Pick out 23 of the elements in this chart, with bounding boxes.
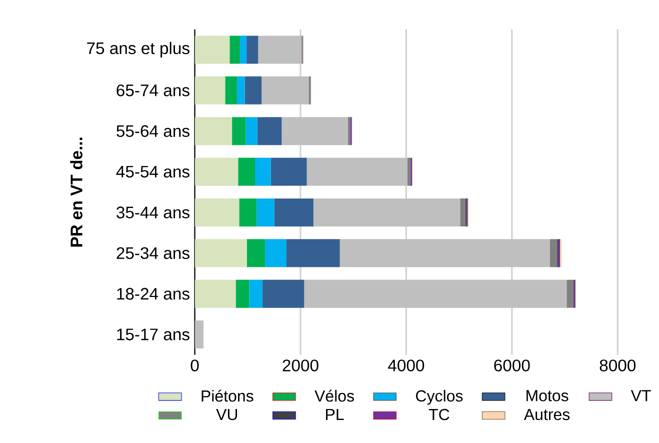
- x-tick-label: 2000: [282, 360, 318, 372]
- y-tick-label: 45-54 ans: [116, 166, 190, 178]
- legend-label: PL: [326, 409, 344, 420]
- y-tick-label: 35-44 ans: [116, 206, 190, 218]
- legend-label: Motos: [526, 390, 568, 402]
- legend-label: VU: [216, 409, 238, 420]
- legend-label: Autres: [524, 409, 570, 420]
- y-tick-label: 75 ans et plus: [87, 42, 190, 58]
- y-tick-label: 55-64 ans: [116, 125, 190, 138]
- legend-label: VT: [630, 390, 651, 402]
- legend-label: Vélos: [314, 390, 354, 402]
- y-tick-label: 25-34 ans: [116, 247, 190, 260]
- y-tick-label: 15-17 ans: [117, 328, 190, 340]
- y-tick-label: 65-74 ans: [116, 84, 190, 96]
- x-tick-label: 8000: [600, 360, 636, 372]
- x-tick-label: 0: [190, 360, 199, 372]
- legend-label: Cyclos: [416, 390, 463, 405]
- legend-label: Piétons: [202, 390, 254, 402]
- y-axis-title: PR en VT de...: [70, 138, 82, 247]
- y-tick-label: 18-24 ans: [117, 288, 190, 300]
- x-tick-label: 4000: [388, 360, 424, 372]
- x-tick-label: 6000: [494, 360, 530, 372]
- legend-label: TC: [428, 408, 450, 420]
